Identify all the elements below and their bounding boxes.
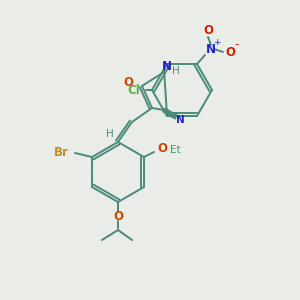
Text: N: N bbox=[162, 61, 172, 74]
Text: -: - bbox=[235, 38, 239, 52]
Text: O: O bbox=[157, 142, 167, 155]
Text: H: H bbox=[106, 129, 114, 139]
Text: +: + bbox=[213, 38, 221, 46]
Text: O: O bbox=[225, 46, 235, 59]
Text: Et: Et bbox=[170, 145, 180, 155]
Text: N: N bbox=[206, 43, 216, 56]
Text: H: H bbox=[172, 66, 180, 76]
Text: Br: Br bbox=[54, 146, 69, 160]
Text: N: N bbox=[176, 115, 184, 125]
Text: O: O bbox=[123, 76, 133, 88]
Text: O: O bbox=[203, 23, 213, 37]
Text: O: O bbox=[113, 209, 123, 223]
Text: Cl: Cl bbox=[128, 83, 140, 97]
